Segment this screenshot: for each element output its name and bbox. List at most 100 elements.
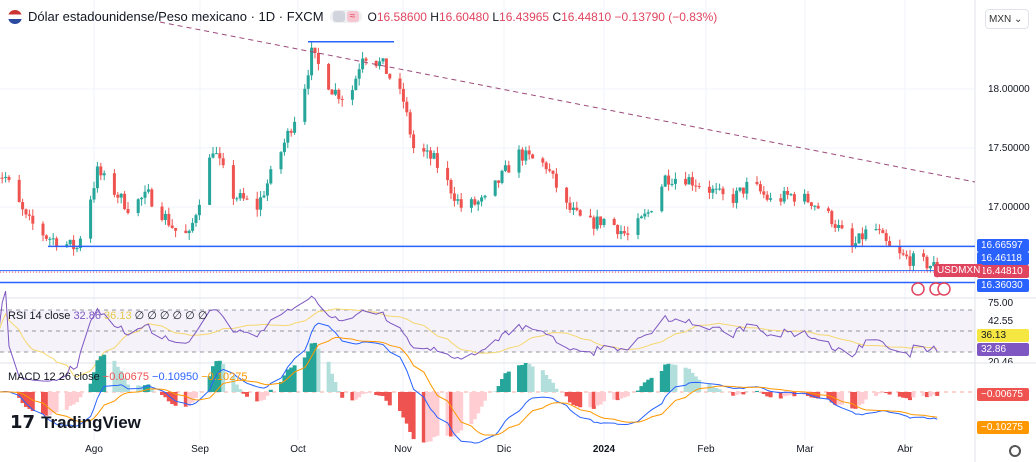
candle-body bbox=[449, 180, 453, 194]
symbol-label: USDMXN bbox=[934, 264, 984, 277]
candle-body bbox=[792, 194, 796, 202]
candle-body bbox=[493, 180, 497, 196]
candle-body bbox=[837, 225, 841, 228]
macd-hist-bar bbox=[853, 392, 858, 409]
candle-body bbox=[456, 199, 460, 201]
candle-body bbox=[170, 225, 174, 228]
macd-hist-bar bbox=[921, 392, 926, 396]
candle-body bbox=[711, 188, 715, 193]
candle-body bbox=[616, 224, 620, 235]
candle-body bbox=[806, 193, 810, 203]
ohlc-values: O16.58600 H16.60480 L16.43965 C16.44810 … bbox=[367, 9, 718, 24]
macd-hist-bar bbox=[857, 392, 861, 406]
tradingview-logo[interactable]: 𝟭𝟳 TradingView bbox=[10, 412, 141, 432]
candle-body bbox=[738, 187, 742, 191]
macd-hist-bar bbox=[190, 392, 195, 403]
candle-body bbox=[459, 199, 463, 208]
macd-hist-bar bbox=[44, 392, 49, 416]
candle-body bbox=[602, 218, 606, 226]
minus-icon[interactable] bbox=[332, 11, 345, 22]
macd-hist-bar bbox=[211, 366, 215, 392]
time-tick: Oct bbox=[290, 444, 306, 455]
macd-hist-bar bbox=[469, 392, 474, 425]
candle-body bbox=[476, 201, 480, 205]
candle-body bbox=[911, 253, 915, 266]
candle-body bbox=[123, 193, 127, 210]
macd-hist-bar bbox=[527, 363, 532, 392]
candle-body bbox=[803, 193, 807, 202]
macd-hist-bar bbox=[234, 384, 239, 392]
macd-hist-bar bbox=[554, 388, 559, 392]
candle-body bbox=[922, 253, 926, 257]
candle-body bbox=[350, 90, 354, 100]
candle-body bbox=[72, 239, 76, 250]
macd-hist-bar bbox=[625, 392, 630, 397]
candle-body bbox=[497, 180, 501, 183]
candle-body bbox=[786, 190, 790, 195]
approx-icon[interactable]: ≈ bbox=[346, 11, 359, 22]
rsi-tick: 75.00 bbox=[988, 298, 1014, 309]
candle-body bbox=[588, 215, 592, 218]
rsi-tick: 42.55 bbox=[988, 316, 1014, 327]
time-tick: Ago bbox=[85, 444, 103, 455]
macd-hist-bar bbox=[333, 382, 338, 392]
candle-body bbox=[354, 78, 358, 91]
signal-line bbox=[0, 336, 938, 436]
macd-hist-bar bbox=[173, 392, 178, 406]
macd-legend[interactable]: MACD 12 26 close −0.00675 −0.10950 −0.10… bbox=[8, 371, 248, 383]
candle-body bbox=[174, 227, 178, 231]
candle-body bbox=[136, 199, 140, 213]
candle-body bbox=[238, 193, 242, 199]
macd-hist-bar bbox=[717, 389, 722, 392]
time-tick: 2024 bbox=[592, 444, 616, 455]
candle-body bbox=[330, 89, 334, 95]
macd-hist-bar bbox=[639, 386, 644, 392]
candle-body bbox=[670, 183, 674, 185]
macd-hist-bar bbox=[642, 382, 647, 392]
candle-body bbox=[381, 58, 385, 62]
candle-body bbox=[17, 179, 21, 203]
candle-body bbox=[327, 63, 331, 90]
macd-hist-bar bbox=[591, 392, 596, 409]
macd-hist-bar bbox=[544, 374, 549, 392]
candle-body bbox=[830, 211, 834, 225]
candle-body bbox=[68, 239, 72, 245]
macd-hist-bar bbox=[306, 351, 311, 392]
macd-hist-bar bbox=[816, 392, 821, 399]
macd-hist-bar bbox=[615, 392, 620, 401]
candle-body bbox=[429, 150, 433, 159]
macd-hist-bar bbox=[54, 392, 59, 413]
candle-body bbox=[694, 185, 698, 187]
candle-body bbox=[639, 216, 643, 219]
candle-body bbox=[636, 218, 640, 235]
macd-hist-bar bbox=[381, 392, 385, 397]
macd-hist-bar bbox=[755, 390, 759, 392]
candle-body bbox=[92, 188, 96, 200]
candle-body bbox=[816, 205, 820, 209]
macd-hist-bar bbox=[194, 392, 198, 398]
macd-hist-bar bbox=[115, 366, 120, 392]
settings-gear-icon[interactable] bbox=[1009, 445, 1021, 457]
candle-body bbox=[507, 165, 511, 173]
currency-select[interactable]: MXN ⌄ bbox=[985, 9, 1029, 29]
macd-hist-bar bbox=[408, 392, 413, 432]
rsi-legend[interactable]: RSI 14 close 32.86 36.13 ∅ ∅ ∅ ∅ ∅ ∅ bbox=[8, 310, 208, 322]
macd-hist-bar bbox=[112, 360, 117, 392]
macd-hist-bar bbox=[568, 392, 572, 403]
candle-body bbox=[384, 58, 388, 74]
candle-body bbox=[262, 195, 266, 198]
macd-hist-bar bbox=[231, 376, 236, 392]
indicator-toggles[interactable]: ≈ bbox=[329, 10, 362, 23]
trend-line bbox=[159, 21, 976, 183]
macd-hist-bar bbox=[432, 392, 436, 438]
candle-body bbox=[218, 153, 222, 159]
macd-hist-bar bbox=[24, 392, 28, 407]
macd-hist-bar bbox=[506, 371, 511, 392]
macd-hist-bar bbox=[612, 392, 617, 400]
macd-hist-bar bbox=[245, 392, 249, 397]
candle-body bbox=[850, 228, 854, 247]
symbol-title[interactable]: Dólar estadounidense/Peso mexicano · 1D … bbox=[28, 9, 324, 24]
candle-body bbox=[361, 58, 365, 70]
candle-body bbox=[231, 165, 235, 199]
